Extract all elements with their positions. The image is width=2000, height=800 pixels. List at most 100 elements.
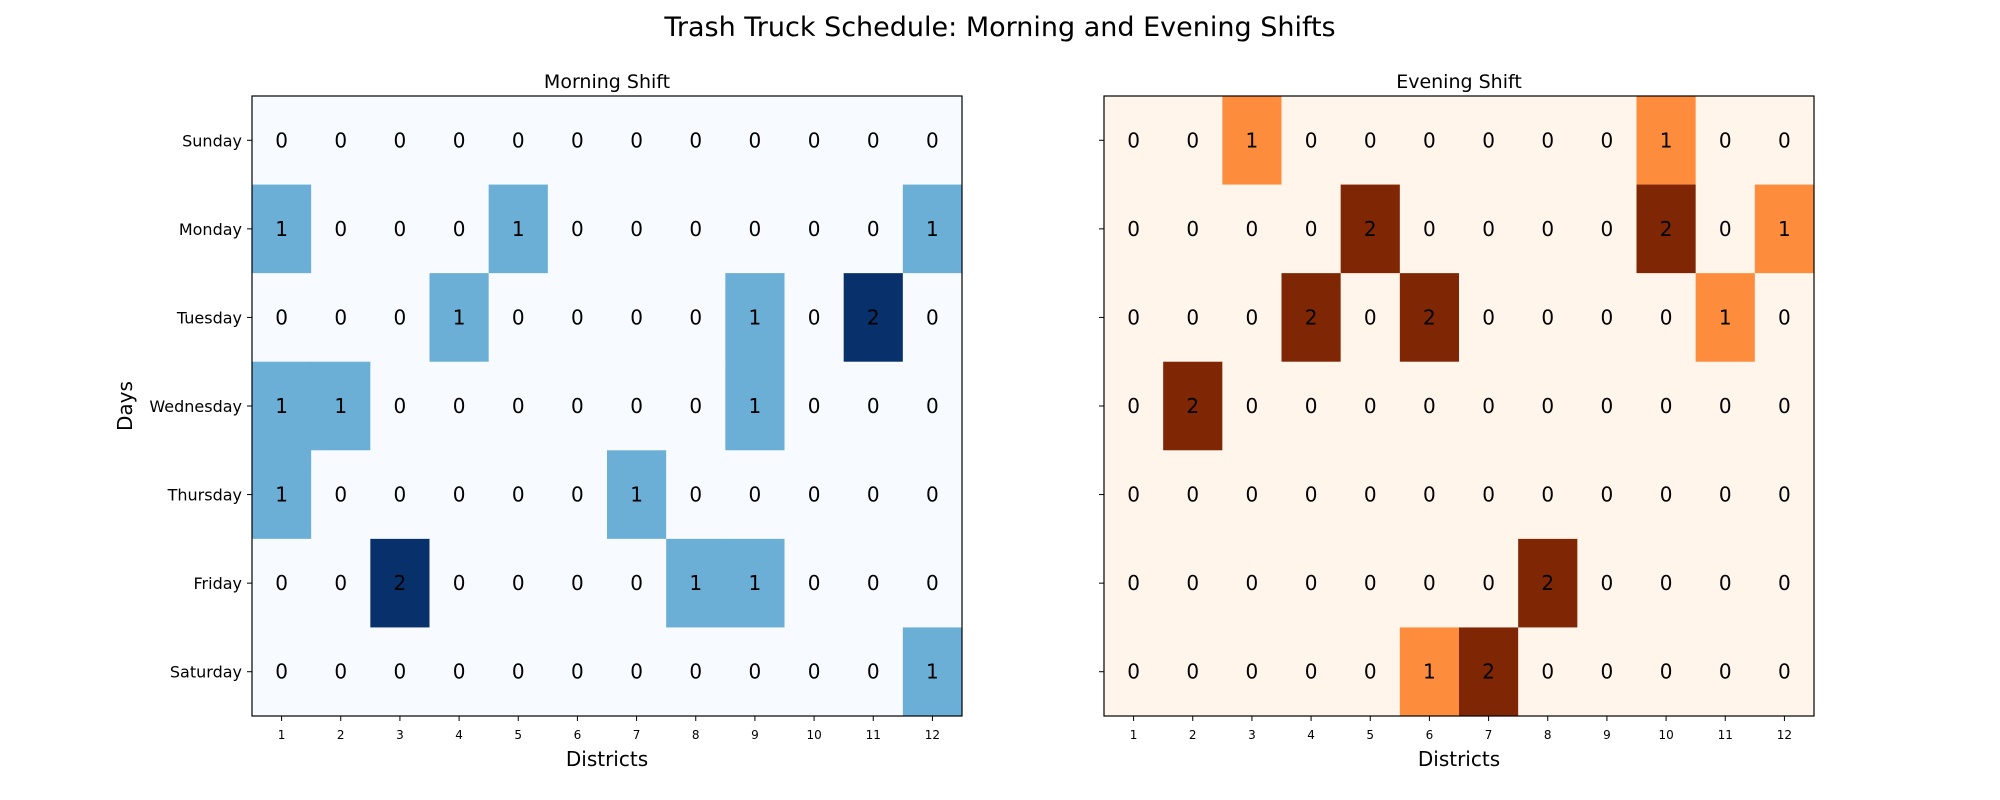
evening-shift-cell-saturday-9 <box>1577 627 1637 717</box>
morning-shift-y-axis-label: Days <box>113 381 137 431</box>
morning-shift-cell-monday-6 <box>547 184 608 274</box>
evening-shift-x-tick-label-10: 10 <box>1658 728 1673 742</box>
morning-shift-cell-saturday-5 <box>488 627 549 717</box>
morning-shift-cell-thursday-5 <box>488 450 549 540</box>
evening-shift-cell-label-monday-6: 0 <box>1423 217 1436 241</box>
evening-shift-cell-label-friday-10: 0 <box>1660 571 1673 595</box>
evening-shift-cell-saturday-8 <box>1518 627 1578 717</box>
evening-shift-cell-label-sunday-4: 0 <box>1305 128 1318 152</box>
evening-shift-cell-label-wednesday-3: 0 <box>1246 394 1259 418</box>
evening-shift-cell-wednesday-7 <box>1459 361 1519 451</box>
evening-shift-cell-friday-12 <box>1754 538 1815 628</box>
evening-shift-cell-label-saturday-5: 0 <box>1364 660 1377 684</box>
evening-shift-cell-wednesday-3 <box>1222 361 1282 451</box>
evening-shift-cell-wednesday-5 <box>1340 361 1401 451</box>
evening-shift-cell-label-thursday-4: 0 <box>1305 483 1318 507</box>
morning-shift-cell-wednesday-4 <box>429 361 490 451</box>
morning-shift-cell-sunday-7 <box>607 96 667 186</box>
morning-shift-cell-saturday-6 <box>547 627 608 717</box>
morning-shift-y-tick-label-saturday: Saturday <box>170 663 242 682</box>
evening-shift-cell-tuesday-3 <box>1222 273 1282 363</box>
evening-shift-cell-label-monday-2: 0 <box>1186 217 1199 241</box>
evening-shift-cell-monday-4 <box>1281 184 1342 274</box>
morning-shift-cell-wednesday-5 <box>488 361 549 451</box>
morning-shift-cell-monday-11 <box>843 184 904 274</box>
morning-shift-cell-label-monday-7: 0 <box>630 217 643 241</box>
morning-shift-cell-label-tuesday-1: 0 <box>275 305 288 329</box>
evening-shift-cell-label-sunday-11: 0 <box>1719 128 1732 152</box>
evening-shift-cell-saturday-11 <box>1695 627 1756 717</box>
morning-shift-cell-label-sunday-3: 0 <box>394 128 407 152</box>
morning-shift-cell-label-saturday-10: 0 <box>808 660 821 684</box>
evening-shift-cell-thursday-3 <box>1222 450 1282 540</box>
morning-shift-x-tick-label-2: 2 <box>337 728 345 742</box>
morning-shift-cell-monday-1 <box>252 184 312 274</box>
evening-shift-cell-label-thursday-6: 0 <box>1423 483 1436 507</box>
morning-shift-cell-saturday-12 <box>902 627 963 717</box>
evening-shift-cell-wednesday-9 <box>1577 361 1637 451</box>
evening-shift-cell-sunday-5 <box>1340 96 1401 186</box>
evening-shift-cell-label-tuesday-5: 0 <box>1364 305 1377 329</box>
morning-shift-x-axis-label: Districts <box>566 747 648 771</box>
morning-shift-cell-label-wednesday-7: 0 <box>630 394 643 418</box>
evening-shift-cell-label-saturday-7: 2 <box>1482 660 1495 684</box>
evening-shift-cell-label-tuesday-3: 0 <box>1246 305 1259 329</box>
morning-shift-cell-friday-9 <box>725 538 785 628</box>
morning-shift-x-tick-label-3: 3 <box>396 728 404 742</box>
morning-shift-cell-monday-9 <box>725 184 785 274</box>
evening-shift-x-tick-label-2: 2 <box>1189 728 1197 742</box>
evening-shift-cell-sunday-6 <box>1399 96 1460 186</box>
figure-title: Trash Truck Schedule: Morning and Evenin… <box>663 12 1335 43</box>
morning-shift-cell-monday-3 <box>370 184 430 274</box>
evening-shift-cell-label-friday-4: 0 <box>1305 571 1318 595</box>
morning-shift-cell-tuesday-3 <box>370 273 430 363</box>
evening-shift-cell-tuesday-9 <box>1577 273 1637 363</box>
morning-shift-cell-label-tuesday-10: 0 <box>808 305 821 329</box>
morning-shift-cell-thursday-3 <box>370 450 430 540</box>
evening-shift-x-tick-label-9: 9 <box>1603 728 1611 742</box>
morning-shift-cell-label-thursday-12: 0 <box>926 483 939 507</box>
morning-shift-cell-monday-7 <box>607 184 667 274</box>
evening-shift-cell-label-tuesday-6: 2 <box>1423 305 1436 329</box>
morning-shift-cell-label-tuesday-9: 1 <box>749 305 762 329</box>
evening-shift-cell-wednesday-4 <box>1281 361 1342 451</box>
evening-shift-cell-label-tuesday-11: 1 <box>1719 305 1732 329</box>
morning-shift-y-tick-label-sunday: Sunday <box>182 131 242 150</box>
morning-shift-cell-label-thursday-3: 0 <box>394 483 407 507</box>
morning-shift-cell-label-saturday-6: 0 <box>571 660 584 684</box>
evening-shift-cell-label-friday-9: 0 <box>1601 571 1614 595</box>
morning-shift-cell-thursday-6 <box>547 450 608 540</box>
evening-shift-cell-label-saturday-9: 0 <box>1601 660 1614 684</box>
morning-shift-cell-label-thursday-5: 0 <box>512 483 525 507</box>
evening-shift-cell-label-monday-5: 2 <box>1364 217 1377 241</box>
morning-shift-cell-saturday-4 <box>429 627 490 717</box>
evening-shift-cell-label-sunday-3: 1 <box>1246 128 1259 152</box>
evening-shift-cell-label-wednesday-9: 0 <box>1601 394 1614 418</box>
morning-shift-cell-friday-12 <box>902 538 963 628</box>
evening-shift-cell-thursday-9 <box>1577 450 1637 540</box>
evening-shift-cell-saturday-3 <box>1222 627 1282 717</box>
morning-shift-cell-monday-4 <box>429 184 490 274</box>
evening-shift-x-tick-label-7: 7 <box>1485 728 1493 742</box>
morning-shift-cell-sunday-10 <box>784 96 845 186</box>
morning-shift-x-tick-label-7: 7 <box>633 728 641 742</box>
morning-shift-cell-tuesday-8 <box>666 273 726 363</box>
morning-shift-cell-saturday-1 <box>252 627 312 717</box>
morning-shift-cell-saturday-9 <box>725 627 785 717</box>
morning-shift-cell-label-friday-1: 0 <box>275 571 288 595</box>
evening-shift-cell-tuesday-4 <box>1281 273 1342 363</box>
evening-shift-cell-label-wednesday-5: 0 <box>1364 394 1377 418</box>
morning-shift-cell-label-thursday-4: 0 <box>453 483 466 507</box>
morning-shift-cell-label-friday-11: 0 <box>867 571 880 595</box>
morning-shift-cell-label-sunday-1: 0 <box>275 128 288 152</box>
evening-shift-cell-label-tuesday-1: 0 <box>1127 305 1140 329</box>
evening-shift-cell-sunday-12 <box>1754 96 1815 186</box>
evening-shift-cell-label-saturday-6: 1 <box>1423 660 1436 684</box>
evening-shift-cell-label-thursday-12: 0 <box>1778 483 1791 507</box>
evening-shift-cell-friday-3 <box>1222 538 1282 628</box>
morning-shift-cell-label-wednesday-9: 1 <box>749 394 762 418</box>
evening-shift-cell-tuesday-6 <box>1399 273 1460 363</box>
evening-shift-cell-label-friday-11: 0 <box>1719 571 1732 595</box>
morning-shift-panel: 0 0 0 0 0 0 0 0 0 0 0 01 0 0 0 1 0 0 0 0 0 0 10 0 0 1 0 0 0 0 1 0 2 01 1 0 0… <box>113 71 963 771</box>
